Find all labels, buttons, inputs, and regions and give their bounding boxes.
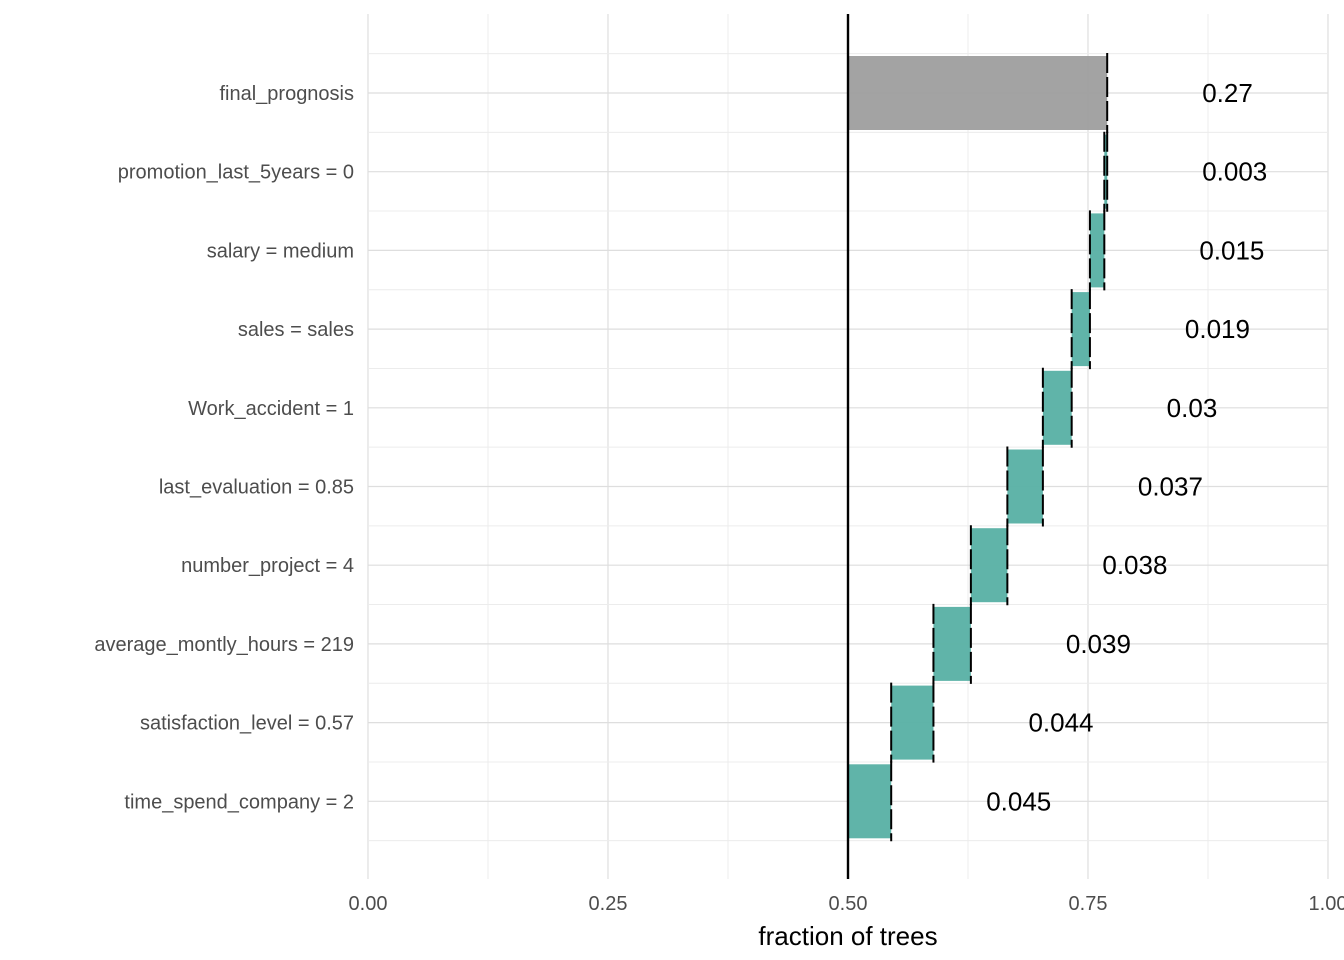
category-label: final_prognosis [219,83,354,105]
x-axis-title: fraction of trees [758,921,937,951]
bar-contribution [933,606,971,681]
bar-contribution [891,685,934,760]
x-tick-label: 0.25 [589,893,628,915]
connector-lines [890,53,1109,842]
value-label: 0.044 [1028,708,1093,738]
bar-contribution [970,528,1008,603]
value-label: 0.27 [1202,78,1253,108]
category-label: satisfaction_level = 0.57 [140,713,354,735]
category-label: salary = medium [207,240,354,262]
category-label: Work_accident = 1 [188,398,354,420]
value-label: 0.039 [1066,629,1131,659]
x-tick-label: 0.75 [1069,893,1108,915]
category-labels: final_prognosis promotion_last_5years = 0… [94,83,354,813]
value-label: 0.038 [1102,550,1167,580]
x-tick-label: 0.00 [349,893,388,915]
value-labels: 0.27 0.003 0.015 0.019 0.03 0.037 0.038 0.039 0.… [986,78,1267,816]
value-label: 0.015 [1199,235,1264,265]
bar-contribution [1007,449,1043,524]
category-label: last_evaluation = 0.85 [159,477,354,499]
bar-contribution [1042,370,1072,445]
bars [848,56,1108,839]
category-label: number_project = 4 [181,555,354,577]
value-label: 0.003 [1202,157,1267,187]
category-label: average_montly_hours = 219 [94,634,354,656]
bar-contribution [1071,292,1090,367]
bar-contribution [848,764,892,839]
category-label: time_spend_company = 2 [124,791,354,813]
bar-contribution [1089,213,1105,288]
value-label: 0.037 [1138,472,1203,502]
x-axis-ticks: 0.00 0.25 0.50 0.75 1.00 [349,893,1344,915]
value-label: 0.019 [1185,314,1250,344]
value-label: 0.03 [1167,393,1218,423]
bar-contribution [1104,134,1108,209]
category-label: promotion_last_5years = 0 [118,162,354,184]
bar-final-prognosis [848,56,1108,130]
value-label: 0.045 [986,786,1051,816]
x-tick-label: 1.00 [1309,893,1344,915]
x-tick-label: 0.50 [829,893,868,915]
category-label: sales = sales [238,319,354,341]
